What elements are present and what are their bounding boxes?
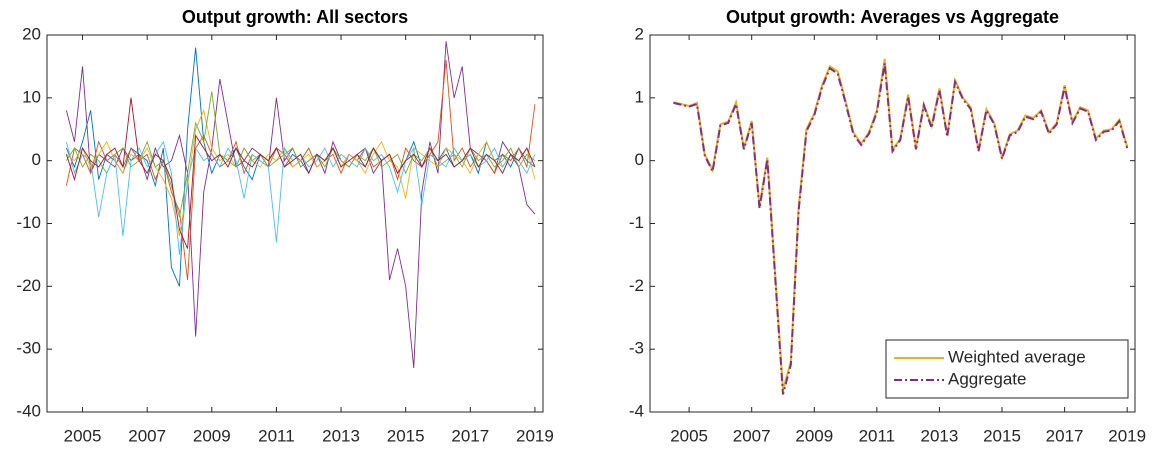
x-tick-label: 2009 (193, 426, 231, 445)
x-tick-label: 2011 (859, 426, 896, 445)
x-tick-label: 2013 (322, 426, 360, 445)
x-tick-label: 2017 (451, 426, 489, 445)
legend-label: Weighted average (948, 347, 1086, 366)
y-tick-label: -20 (16, 276, 41, 295)
chart-title: Output growth: Averages vs Aggregate (726, 7, 1059, 27)
series-line (65, 97, 536, 249)
x-tick-label: 2019 (1108, 426, 1146, 445)
x-tick-label: 2007 (733, 426, 771, 445)
x-tick-label: 2009 (795, 426, 833, 445)
y-tick-label: -4 (629, 401, 644, 420)
y-tick-label: 20 (22, 24, 41, 43)
chart-title: Output growth: All sectors (182, 7, 408, 27)
x-tick-label: 2005 (670, 426, 708, 445)
x-tick-label: 2007 (128, 426, 166, 445)
series-line (66, 91, 536, 218)
x-tick-label: 2017 (1046, 426, 1084, 445)
y-tick-label: -1 (629, 213, 644, 232)
y-tick-label: -10 (16, 213, 41, 232)
y-tick-label: -3 (629, 339, 644, 358)
series-line (673, 63, 1129, 395)
axes-box (46, 34, 544, 413)
plot-area (65, 41, 536, 369)
plot-area (673, 58, 1129, 395)
x-tick-label: 2011 (258, 426, 295, 445)
y-tick-label: 1 (635, 87, 644, 106)
y-tick-label: 0 (32, 150, 41, 169)
x-tick-label: 2013 (921, 426, 959, 445)
series-line (66, 108, 536, 237)
y-tick-label: -2 (629, 276, 644, 295)
y-tick-label: -30 (16, 339, 41, 358)
y-tick-label: 2 (635, 24, 644, 43)
x-tick-label: 2005 (64, 426, 102, 445)
x-tick-label: 2015 (983, 426, 1021, 445)
y-tick-label: 10 (22, 87, 41, 106)
axes-box (649, 34, 1136, 413)
x-tick-label: 2019 (516, 426, 554, 445)
y-tick-label: -40 (16, 401, 41, 420)
x-tick-label: 2015 (387, 426, 425, 445)
legend-box (885, 339, 1129, 399)
legend-label: Aggregate (948, 369, 1026, 388)
y-tick-label: 0 (635, 150, 644, 169)
